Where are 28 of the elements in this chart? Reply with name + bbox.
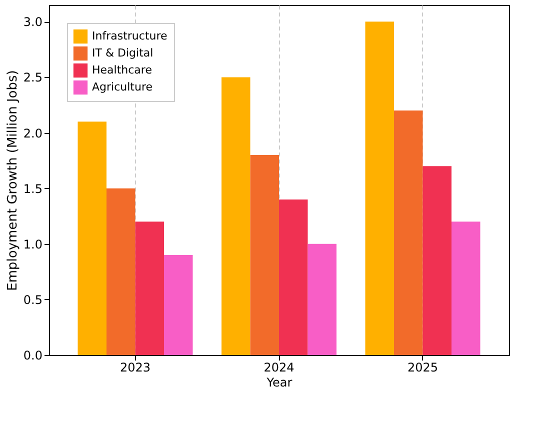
legend-label: Healthcare — [92, 64, 152, 76]
bar — [164, 255, 193, 355]
bar — [135, 222, 164, 355]
bar — [250, 155, 279, 355]
y-tick-label: 3.0 — [23, 15, 42, 30]
bar — [308, 244, 336, 355]
x-tick-label: 2024 — [264, 360, 294, 374]
bar — [452, 222, 480, 355]
x-axis-title: Year — [266, 376, 292, 390]
bar — [394, 110, 423, 355]
bar — [279, 199, 308, 355]
y-tick-label: 2.5 — [23, 70, 42, 85]
bar — [422, 166, 452, 355]
y-tick-label: 0.5 — [23, 292, 42, 307]
y-tick-label: 2.0 — [23, 126, 42, 140]
y-tick-label: 1.0 — [23, 237, 42, 252]
y-axis-title: Employment Growth (Million Jobs) — [5, 70, 20, 291]
y-tick-label: 1.5 — [23, 182, 42, 196]
legend-label: Infrastructure — [92, 30, 168, 42]
y-tick-label: 0.0 — [23, 348, 42, 362]
legend-label: IT & Digital — [92, 46, 154, 60]
legend-label: Agriculture — [92, 80, 153, 94]
x-tick-label: 2023 — [120, 360, 151, 374]
bar — [222, 77, 250, 355]
bar — [365, 22, 394, 355]
x-tick-label: 2025 — [407, 360, 438, 374]
bar — [106, 188, 136, 355]
bar — [78, 122, 106, 355]
